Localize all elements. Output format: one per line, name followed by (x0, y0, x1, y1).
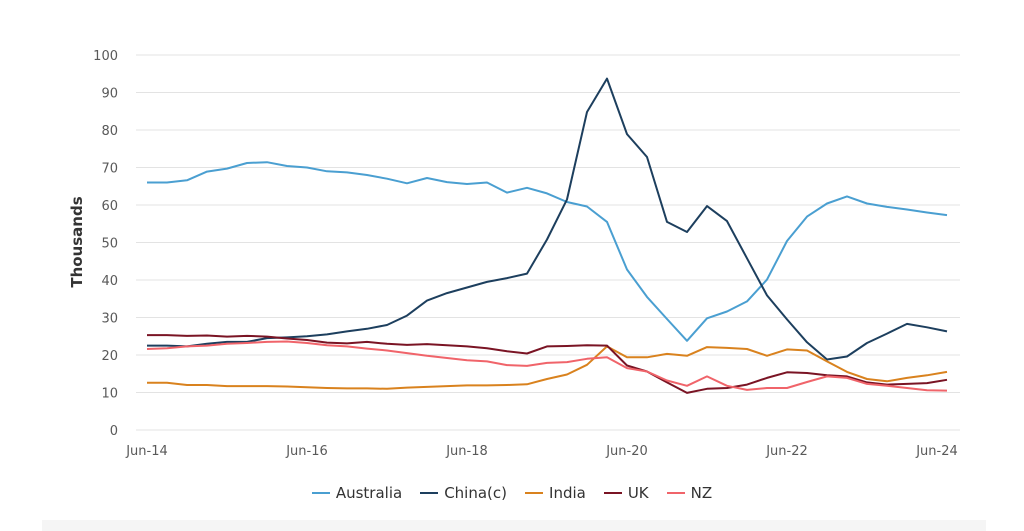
x-tick-label: Jun-18 (445, 444, 488, 459)
series-line-uk (147, 334, 948, 394)
series-line-nz (146, 340, 948, 392)
y-tick-label: 100 (93, 49, 118, 64)
y-tick-label: 60 (101, 199, 118, 214)
x-tick-label: Jun-22 (765, 444, 808, 459)
y-axis-label: Thousands (68, 196, 86, 287)
legend-swatch (525, 492, 544, 494)
legend-label: China(c) (444, 484, 508, 502)
x-tick-label: Jun-24 (915, 444, 958, 459)
legend-item[interactable]: UK (603, 484, 649, 502)
legend-label: Australia (335, 484, 403, 502)
series-line-australia (147, 161, 948, 342)
x-tick-label: Jun-20 (605, 444, 648, 459)
legend-item[interactable]: NZ (666, 484, 713, 502)
series-line-india (147, 345, 948, 390)
x-axis-ticks: Jun-14 Jun-16 Jun-18 Jun-20 Jun-22 Jun-24 (125, 444, 958, 459)
legend-item[interactable]: Australia (311, 484, 403, 502)
y-tick-label: 70 (101, 162, 118, 177)
legend-label: India (549, 484, 586, 502)
gridlines (136, 54, 960, 431)
legend-swatch (603, 492, 622, 494)
y-tick-label: 90 (101, 87, 118, 102)
y-tick-label: 0 (110, 424, 118, 439)
y-tick-label: 80 (101, 124, 118, 139)
y-tick-label: 20 (101, 349, 118, 364)
legend-swatch (666, 492, 685, 494)
y-tick-label: 50 (101, 237, 118, 252)
x-tick-label: Jun-14 (125, 444, 168, 459)
x-tick-label: Jun-16 (285, 444, 328, 459)
legend-item[interactable]: India (525, 484, 586, 502)
series-lines (146, 77, 948, 394)
legend-item[interactable]: China(c) (420, 484, 507, 502)
y-tick-label: 40 (101, 274, 118, 289)
legend-swatch (420, 492, 439, 494)
legend-label: NZ (690, 484, 713, 502)
y-tick-label: 30 (101, 312, 118, 327)
y-axis-ticks: 0 10 20 30 40 50 60 70 80 90 100 (93, 49, 118, 439)
footer-band (42, 520, 986, 531)
legend-swatch (311, 492, 330, 494)
legend: Australia China(c) India UK NZ (0, 484, 1024, 502)
legend-label: UK (627, 484, 649, 502)
y-tick-label: 10 (101, 387, 118, 402)
